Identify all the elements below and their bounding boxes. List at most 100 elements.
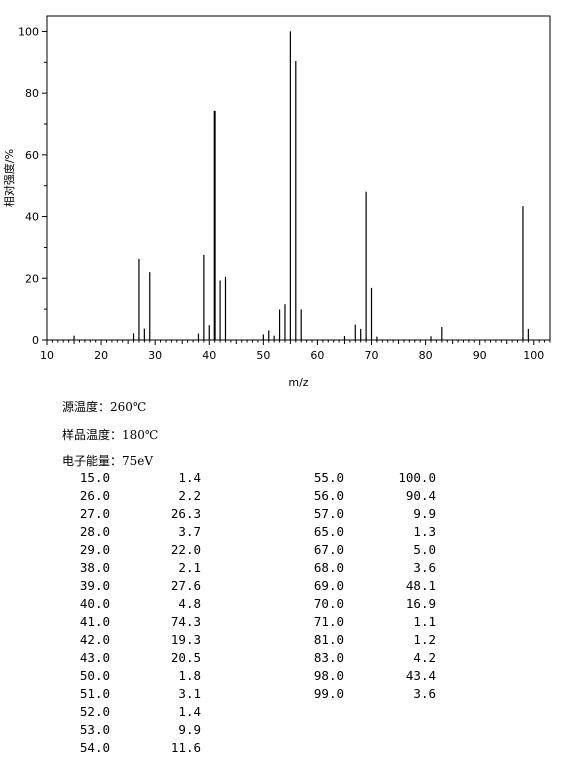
table-row: 65.0 1.3 bbox=[0, 524, 570, 542]
table-row: 57.0 9.9 bbox=[0, 506, 570, 524]
peak-mz: 53.0 bbox=[79, 722, 110, 737]
table-row: 98.0 43.4 bbox=[0, 668, 570, 686]
table-row: 27.0 26.3 bbox=[0, 506, 570, 524]
x-tick-label: 90 bbox=[473, 349, 487, 362]
peak-mz: 51.0 bbox=[79, 686, 110, 701]
x-tick-label: 20 bbox=[94, 349, 108, 362]
peak-intensity: 3.1 bbox=[178, 686, 201, 701]
x-tick-label: 70 bbox=[365, 349, 379, 362]
peak-mz: 55.0 bbox=[313, 470, 344, 485]
table-row: 68.0 3.6 bbox=[0, 560, 570, 578]
table-row: 52.0 1.4 bbox=[0, 704, 570, 722]
peak-mz: 39.0 bbox=[79, 578, 110, 593]
table-row: 99.0 3.6 bbox=[0, 686, 570, 704]
table-row: 42.0 19.3 bbox=[0, 632, 570, 650]
peak-intensity: 3.6 bbox=[413, 560, 436, 575]
peak-intensity: 1.4 bbox=[178, 470, 201, 485]
peak-intensity: 3.7 bbox=[178, 524, 201, 539]
peak-mz: 27.0 bbox=[79, 506, 110, 521]
peak-bars bbox=[73, 31, 529, 340]
x-tick-label: 40 bbox=[202, 349, 216, 362]
peak-intensity: 19.3 bbox=[170, 632, 201, 647]
y-tick-label: 80 bbox=[25, 87, 39, 100]
peak-mz: 40.0 bbox=[79, 596, 110, 611]
peak-mz: 69.0 bbox=[313, 578, 344, 593]
table-row: 55.0 100.0 bbox=[0, 470, 570, 488]
peak-intensity: 5.0 bbox=[413, 542, 436, 557]
peak-mz: 68.0 bbox=[313, 560, 344, 575]
table-row: 50.0 1.8 bbox=[0, 668, 570, 686]
peak-mz: 52.0 bbox=[79, 704, 110, 719]
table-row: 70.0 16.9 bbox=[0, 596, 570, 614]
peak-intensity: 20.5 bbox=[170, 650, 201, 665]
axis-labels: 10 20 30 40 50 60 70 80 90 100 0 20 40 60 80 100 m/z 相对强度… bbox=[2, 25, 544, 389]
peak-mz: 28.0 bbox=[79, 524, 110, 539]
plot-frame bbox=[46, 15, 551, 341]
peak-intensity: 2.2 bbox=[178, 488, 201, 503]
peak-mz: 70.0 bbox=[313, 596, 344, 611]
peak-mz: 83.0 bbox=[313, 650, 344, 665]
x-tick-label: 100 bbox=[523, 349, 544, 362]
peak-intensity: 1.2 bbox=[413, 632, 436, 647]
peak-mz: 65.0 bbox=[313, 524, 344, 539]
y-tick-label: 0 bbox=[32, 334, 39, 347]
peak-mz: 57.0 bbox=[313, 506, 344, 521]
x-tick-label: 50 bbox=[256, 349, 270, 362]
mass-spectrum-chart: 10 20 30 40 50 60 70 80 90 100 0 20 40 60 80 100 m/z 相对强度… bbox=[2, 15, 551, 389]
peak-intensity: 3.6 bbox=[413, 686, 436, 701]
table-row: 41.0 74.3 bbox=[0, 614, 570, 632]
peak-mz: 41.0 bbox=[79, 614, 110, 629]
table-row: 43.0 20.5 bbox=[0, 650, 570, 668]
peak-intensity: 4.8 bbox=[178, 596, 201, 611]
table-row: 51.0 3.1 bbox=[0, 686, 570, 704]
x-axis-label: m/z bbox=[288, 376, 308, 389]
peak-intensity: 2.1 bbox=[178, 560, 201, 575]
peak-mz: 81.0 bbox=[313, 632, 344, 647]
peak-intensity: 9.9 bbox=[178, 722, 201, 737]
peak-mz: 38.0 bbox=[79, 560, 110, 575]
peak-mz: 99.0 bbox=[313, 686, 344, 701]
peak-mz: 50.0 bbox=[79, 668, 110, 683]
table-row: 29.0 22.0 bbox=[0, 542, 570, 560]
table-row: 39.0 27.6 bbox=[0, 578, 570, 596]
table-row: 53.0 9.9 bbox=[0, 722, 570, 740]
sample-temperature-label: 样品温度：180℃ bbox=[62, 428, 159, 442]
peak-mz: 98.0 bbox=[313, 668, 344, 683]
table-row: 56.0 90.4 bbox=[0, 488, 570, 506]
table-row: 26.0 2.2 bbox=[0, 488, 570, 506]
y-tick-label: 20 bbox=[25, 272, 39, 285]
y-tick-label: 40 bbox=[25, 211, 39, 224]
peak-intensity: 90.4 bbox=[405, 488, 436, 503]
table-row: 40.0 4.8 bbox=[0, 596, 570, 614]
table-row: 28.0 3.7 bbox=[0, 524, 570, 542]
table-row: 67.0 5.0 bbox=[0, 542, 570, 560]
x-tick-label: 10 bbox=[40, 349, 54, 362]
peak-mz: 29.0 bbox=[79, 542, 110, 557]
table-row: 15.0 1.4 bbox=[0, 470, 570, 488]
electron-energy-label: 电子能量：75eV bbox=[62, 454, 154, 468]
y-tick-label: 100 bbox=[18, 25, 39, 38]
peak-mz: 67.0 bbox=[313, 542, 344, 557]
peak-mz: 43.0 bbox=[79, 650, 110, 665]
peak-intensity: 1.1 bbox=[413, 614, 436, 629]
peak-mz: 15.0 bbox=[79, 470, 110, 485]
peak-mz: 26.0 bbox=[79, 488, 110, 503]
peak-mz: 42.0 bbox=[79, 632, 110, 647]
x-tick-label: 80 bbox=[419, 349, 433, 362]
y-tick-label: 60 bbox=[25, 149, 39, 162]
peak-intensity: 27.6 bbox=[170, 578, 201, 593]
table-row: 38.0 2.1 bbox=[0, 560, 570, 578]
table-row: 54.0 11.6 bbox=[0, 740, 570, 758]
peak-intensity: 4.2 bbox=[413, 650, 436, 665]
table-row: 83.0 4.2 bbox=[0, 650, 570, 668]
peak-intensity: 9.9 bbox=[413, 506, 436, 521]
peak-intensity: 74.3 bbox=[170, 614, 201, 629]
peak-intensity: 43.4 bbox=[405, 668, 436, 683]
peak-intensity: 1.4 bbox=[178, 704, 201, 719]
peak-intensity: 11.6 bbox=[170, 740, 201, 755]
peak-mz: 56.0 bbox=[313, 488, 344, 503]
peak-intensity: 1.8 bbox=[178, 668, 201, 683]
table-row: 81.0 1.2 bbox=[0, 632, 570, 650]
peak-intensity: 1.3 bbox=[413, 524, 436, 539]
peak-mz: 71.0 bbox=[313, 614, 344, 629]
